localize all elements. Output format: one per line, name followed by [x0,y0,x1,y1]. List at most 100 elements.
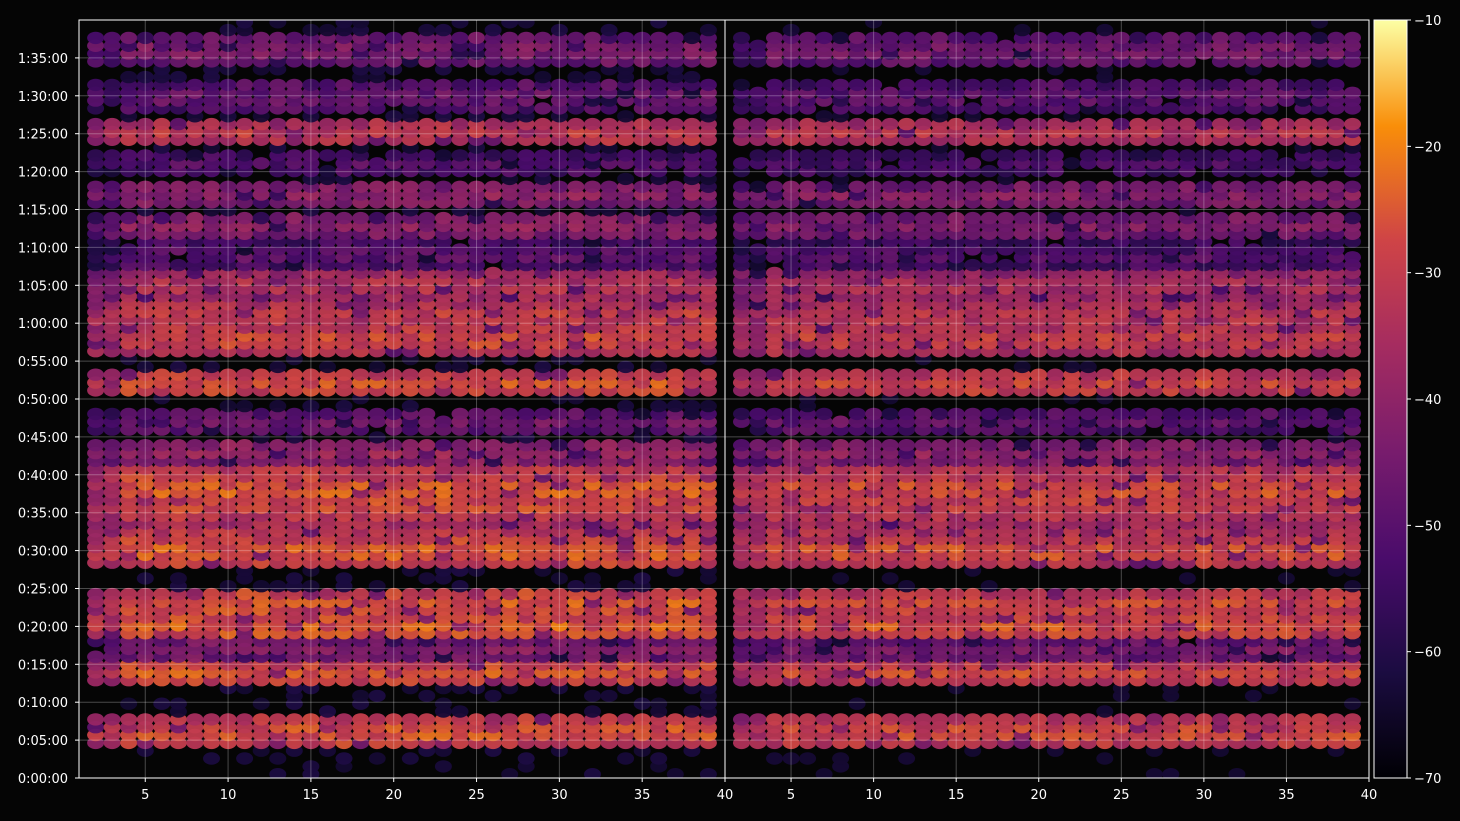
heat-cell [120,211,138,225]
heat-cell [451,580,469,593]
heat-cell [1211,713,1229,726]
heat-cell [186,180,204,193]
heat-cell [865,713,883,726]
heat-cell [335,439,353,452]
heat-cell [1311,713,1328,726]
heat-cell [501,407,519,421]
heat-cell [881,368,899,381]
heat-cell [418,211,436,225]
heat-cell [484,78,502,92]
heat-cell [368,180,386,193]
heat-cell [1096,407,1114,421]
heat-cell [352,689,370,703]
heat-cell [484,180,502,193]
heat-cell [501,768,519,778]
heat-cell [650,752,668,765]
heat-cell [980,439,998,452]
heat-cell [1063,407,1081,421]
heat-cell [418,368,436,381]
heat-cell [87,407,105,421]
heat-cell [352,211,370,225]
heat-cell [1294,368,1312,381]
heat-cell [517,752,535,765]
heat-cell [368,211,386,225]
heat-cell [418,149,436,162]
heat-cell [368,752,386,765]
heat-cell [136,180,154,193]
heat-cell [1344,580,1361,593]
heat-cell [136,407,154,421]
heat-cell [633,149,651,162]
heat-cell [584,31,601,45]
heat-cell [169,117,187,131]
heat-cell [186,78,204,92]
heat-cell [997,368,1015,381]
heat-cell [468,78,485,92]
heat-cell [153,587,171,601]
heat-cell [120,149,138,162]
heat-cell [169,149,187,162]
heat-cell [103,407,121,421]
heat-cell [1145,768,1163,778]
heat-cell [103,439,121,452]
heat-cell [1344,368,1361,381]
heat-cell [964,587,982,601]
heat-cell [517,211,535,225]
heat-cell [1228,439,1246,452]
heat-cell [650,399,668,413]
heat-cell [617,713,635,726]
heat-cell [534,31,552,45]
heat-cell [799,713,817,726]
heat-cell [584,368,601,381]
heat-cell [302,149,320,162]
heat-cell [103,180,121,193]
heat-cell [567,368,585,381]
heat-cell [733,368,750,381]
heat-cell [848,368,866,381]
heat-cell [451,243,469,256]
heat-cell [269,78,287,92]
heat-cell [219,713,237,726]
heat-cell [285,31,303,45]
heat-cell [285,368,303,381]
heat-cell [352,117,370,131]
heat-cell [980,713,998,726]
heat-cell [269,31,287,45]
heat-cell [848,439,866,452]
heat-cell [1112,713,1130,726]
heat-cell [418,23,436,37]
heat-cell [683,399,701,413]
heat-cell [385,149,403,162]
heat-cell [881,407,899,421]
heat-cell [302,439,320,452]
heat-cell [1096,705,1114,718]
heat-cell [153,31,171,45]
heat-cell [401,78,419,92]
heat-cell [766,752,783,765]
heat-cell [368,117,386,131]
heat-cell [120,587,138,601]
heat-cell [385,180,403,193]
heat-cell [1030,587,1048,601]
heat-cell [319,78,336,92]
heat-cell [650,360,668,374]
heat-cell [699,768,717,778]
heat-cell [848,697,866,710]
heat-cell [600,78,618,92]
heat-cell [534,587,552,601]
heat-cell [733,407,750,421]
heat-cell [434,149,452,162]
heat-cell [914,713,932,726]
heat-cell [203,31,220,45]
heat-cell [848,587,866,601]
heat-cell [434,760,452,773]
heat-cell [451,407,469,421]
heat-cell [335,399,353,413]
heat-cell [931,713,949,726]
heat-cell [1129,439,1147,452]
heat-cell [584,572,601,585]
heat-cell [203,752,220,765]
heat-cell [501,149,519,162]
heat-cell [1244,439,1262,452]
